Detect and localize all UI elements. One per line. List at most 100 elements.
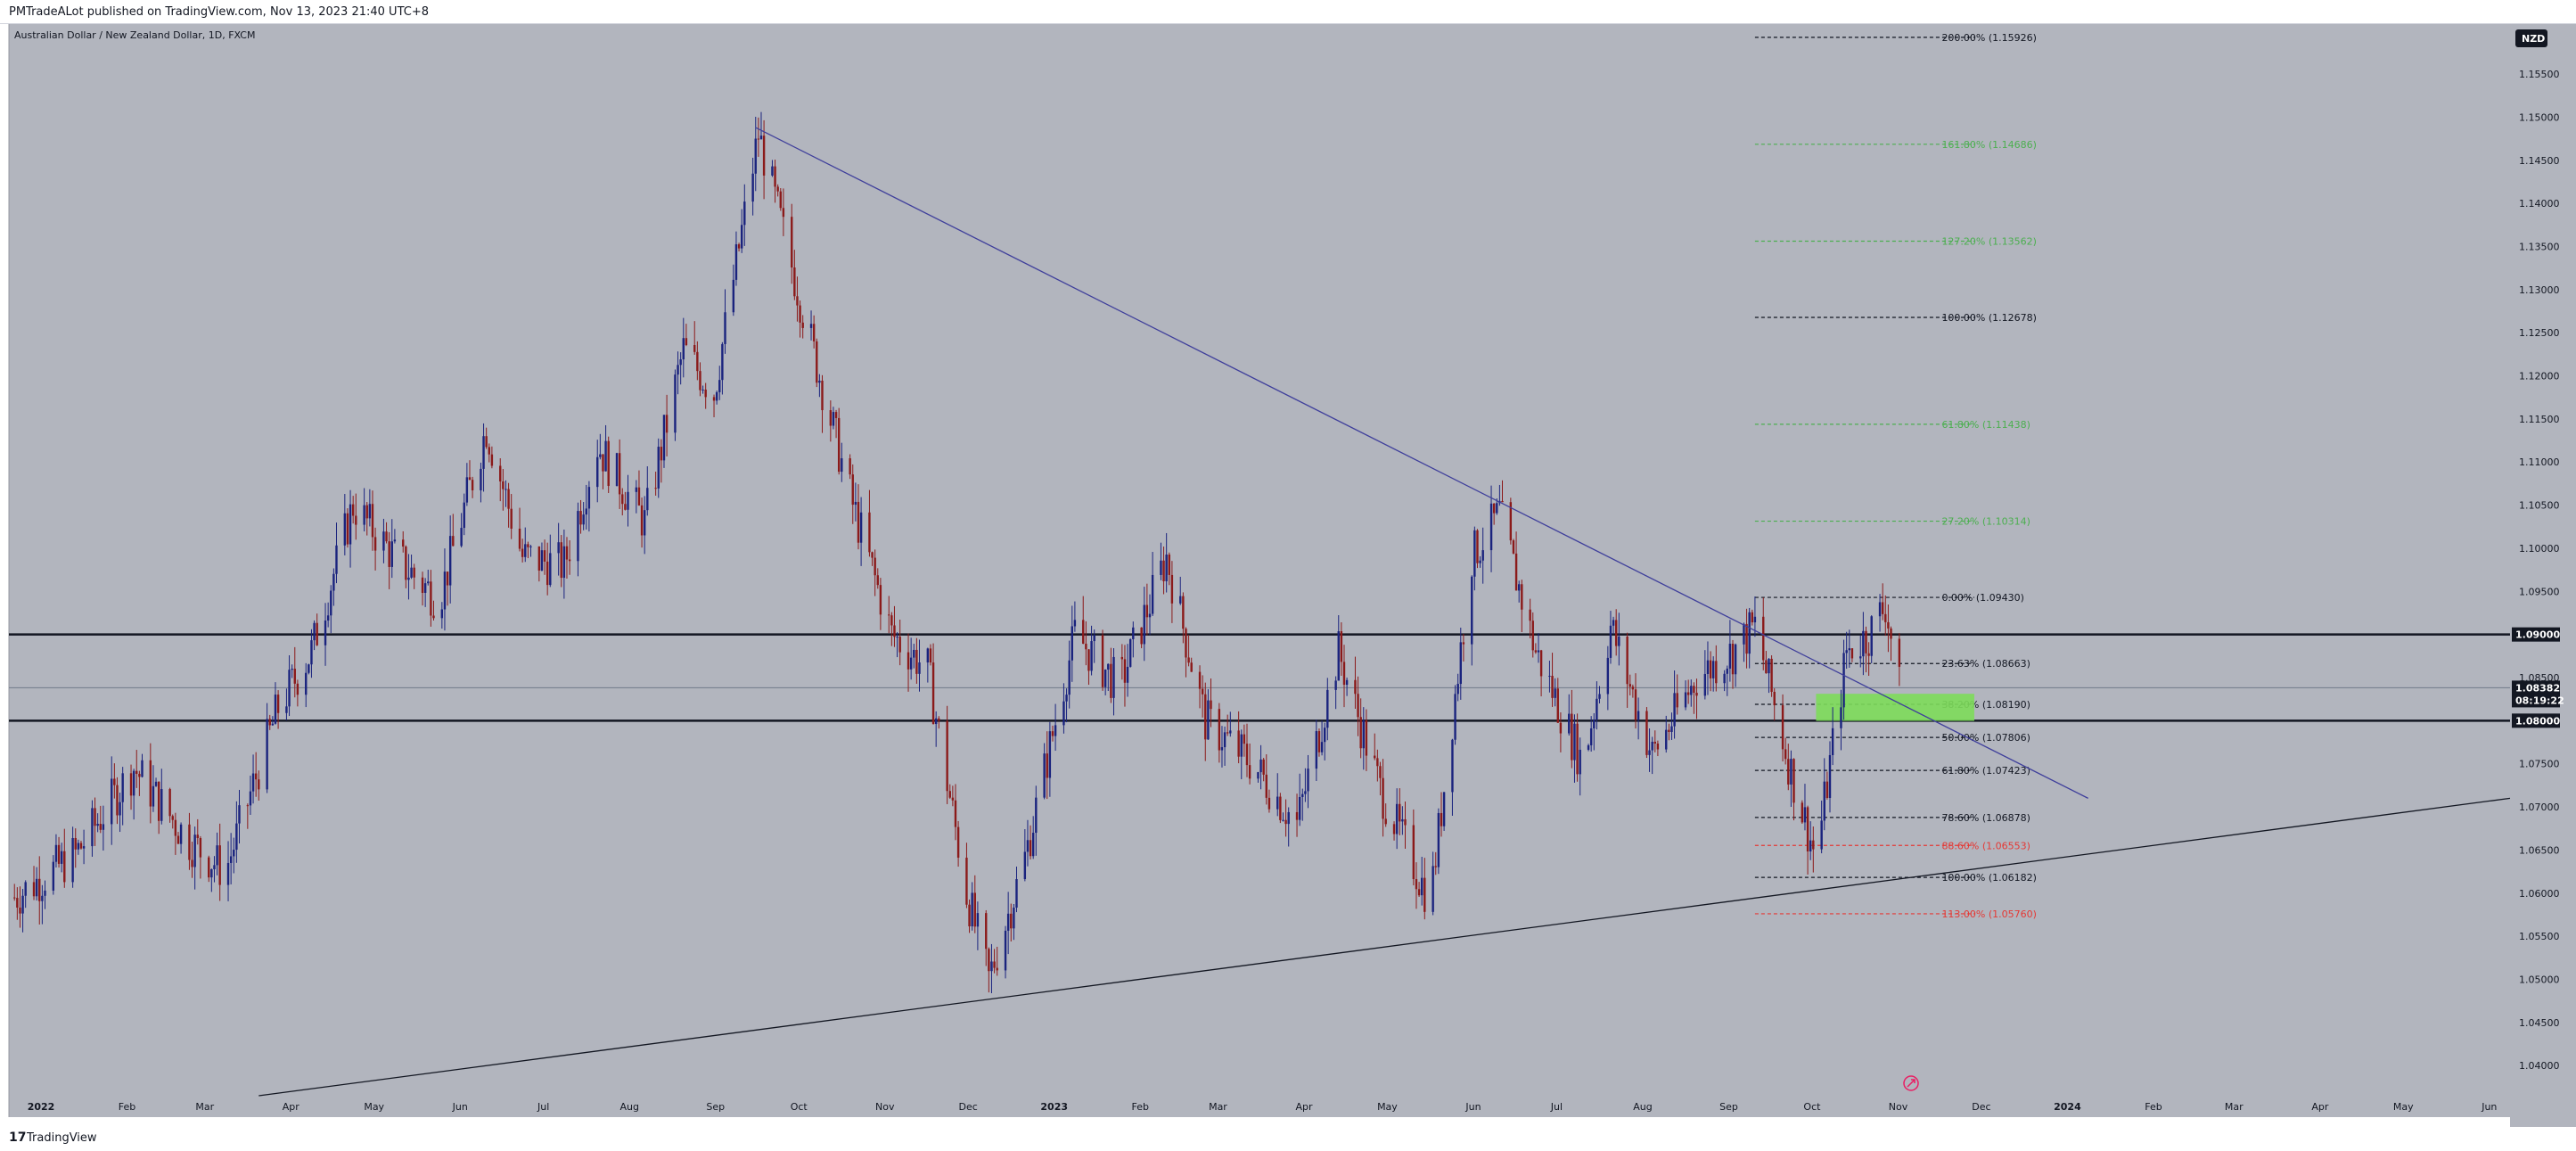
price-axis-label: 1.13500 — [2519, 241, 2560, 252]
candle — [1609, 611, 1612, 664]
candle — [271, 716, 275, 727]
candle — [724, 289, 726, 354]
time-axis-label: Dec — [959, 1101, 978, 1113]
currency-button[interactable]: NZD — [2515, 29, 2547, 47]
candle — [179, 822, 183, 854]
candle — [19, 886, 21, 928]
candle — [468, 460, 472, 481]
candle — [1865, 626, 1867, 673]
fib-level-label: 113.00% (1.05760) — [1941, 908, 2037, 920]
candle — [171, 814, 174, 829]
candle — [1690, 679, 1693, 707]
price-axis-label: 1.12000 — [2519, 371, 2560, 382]
candle — [24, 880, 27, 908]
descending-trendline[interactable] — [755, 127, 2088, 799]
footer-brand[interactable]: TradingView — [27, 1131, 97, 1145]
candle — [849, 454, 851, 480]
candle — [965, 843, 968, 908]
candle — [1337, 615, 1340, 681]
candle — [1529, 598, 1531, 638]
candle — [677, 351, 679, 395]
candle — [1265, 754, 1267, 805]
time-axis-label: Sep — [706, 1101, 725, 1113]
price-axis-label: 1.05500 — [2519, 931, 2560, 942]
candle — [796, 276, 799, 322]
candle — [1773, 688, 1776, 721]
fib-level-label: 23.63% (1.08663) — [1941, 658, 2030, 670]
candle — [701, 385, 704, 394]
candle — [490, 446, 494, 469]
candle — [929, 644, 932, 666]
candle — [602, 454, 604, 489]
support-zone[interactable] — [1816, 694, 1974, 721]
candle — [1362, 707, 1365, 770]
candle — [21, 889, 24, 933]
candle — [507, 482, 510, 528]
candle — [1282, 812, 1284, 822]
candle — [1656, 740, 1660, 757]
candle — [1793, 758, 1795, 821]
candle — [549, 534, 552, 588]
candle — [235, 801, 238, 863]
candle — [704, 382, 707, 409]
candle — [618, 439, 621, 509]
candle — [1471, 575, 1473, 666]
candle — [176, 832, 180, 844]
candle — [296, 679, 299, 707]
candle — [1726, 665, 1728, 696]
candle — [1867, 642, 1870, 677]
candle — [485, 427, 488, 449]
fib-level-label: 100.00% (1.06182) — [1941, 872, 2037, 884]
candle — [1062, 683, 1065, 734]
candle — [324, 603, 327, 666]
candle — [1259, 744, 1262, 790]
candle — [1143, 587, 1145, 662]
candle — [1745, 608, 1748, 669]
candle — [1859, 635, 1862, 668]
candle — [599, 433, 602, 460]
candle — [693, 321, 696, 355]
candle — [791, 203, 793, 284]
candle — [587, 481, 591, 532]
candle — [254, 752, 258, 797]
candle — [718, 366, 721, 400]
candle — [665, 394, 669, 456]
candle — [99, 805, 102, 834]
candle — [1648, 728, 1651, 772]
candle — [1501, 480, 1504, 503]
candle — [879, 578, 882, 630]
candle — [1628, 674, 1631, 695]
chart-canvas[interactable]: 200.00% (1.15926) 161.80% (1.14686) 127.20… — [0, 24, 2576, 1142]
time-axis-label: May — [364, 1101, 384, 1113]
candle — [585, 484, 587, 530]
candle — [432, 600, 435, 621]
candle — [393, 529, 397, 544]
fib-level-label: 0.00% (1.09430) — [1941, 592, 2024, 604]
candle — [390, 519, 393, 579]
replay-icon[interactable] — [1903, 1075, 1919, 1091]
candle — [1673, 670, 1676, 739]
time-axis-label: May — [2393, 1101, 2414, 1113]
tradingview-logo-icon[interactable]: 17 — [9, 1130, 27, 1145]
candle — [258, 770, 260, 802]
candle — [734, 231, 738, 286]
price-axis-label: 1.09500 — [2519, 586, 2560, 597]
time-axis-label: Jul — [1550, 1101, 1563, 1113]
candle — [355, 493, 357, 540]
candle — [1384, 803, 1387, 827]
candle — [1768, 658, 1770, 694]
candle — [1046, 731, 1048, 800]
candle — [440, 602, 444, 629]
candle — [1693, 682, 1695, 714]
candle — [1376, 749, 1379, 782]
chart-container[interactable]: 200.00% (1.15926) 161.80% (1.14686) 127.20… — [0, 24, 2576, 1142]
candle — [60, 843, 63, 873]
candle — [956, 820, 960, 867]
candle — [111, 756, 113, 845]
candle — [851, 464, 854, 524]
ascending-trendline[interactable] — [258, 797, 2511, 1097]
candle — [35, 867, 38, 901]
candle — [521, 539, 524, 563]
candle — [276, 690, 280, 729]
candle — [712, 394, 716, 418]
